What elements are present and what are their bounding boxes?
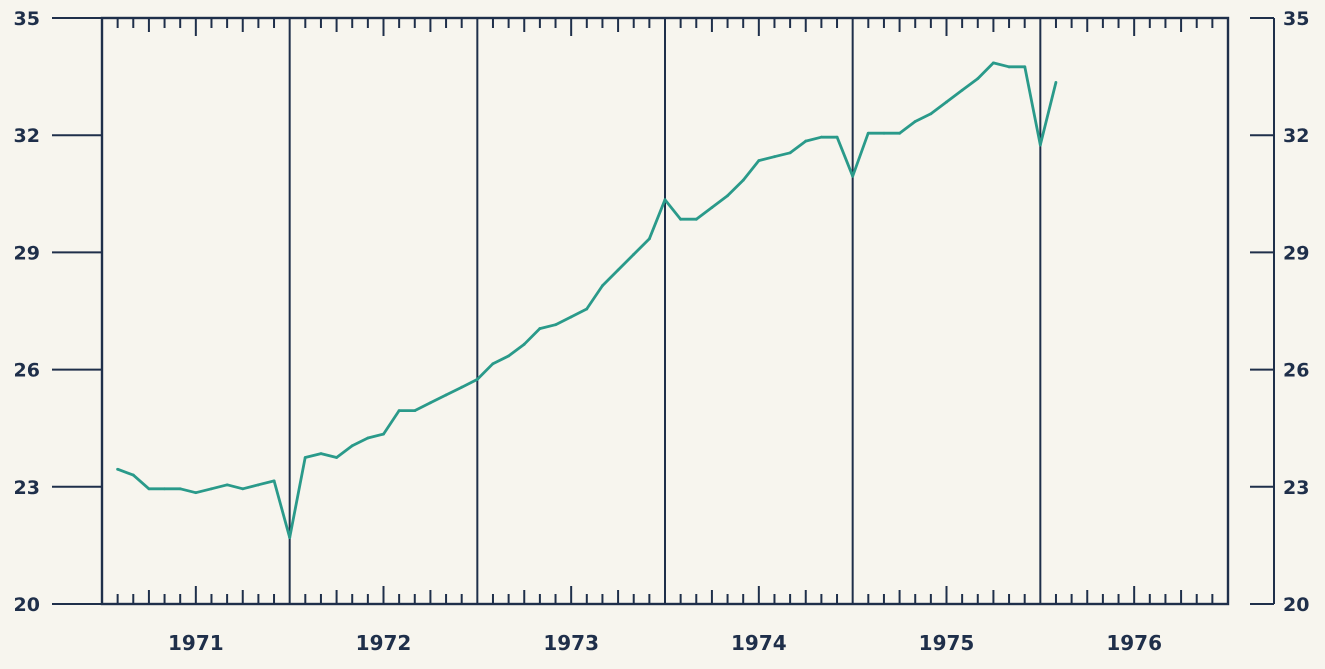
data-point bbox=[726, 194, 729, 198]
data-point bbox=[648, 237, 651, 241]
data-point bbox=[444, 393, 448, 397]
data-point bbox=[507, 354, 511, 358]
data-point bbox=[413, 409, 417, 413]
data-point bbox=[851, 174, 855, 178]
data-point bbox=[960, 88, 964, 92]
data-point bbox=[866, 131, 870, 135]
data-point bbox=[616, 268, 620, 272]
data-point bbox=[475, 377, 479, 381]
data-point bbox=[1038, 143, 1042, 147]
y-tick-label-left: 29 bbox=[14, 242, 40, 264]
data-point bbox=[694, 217, 698, 221]
data-point bbox=[741, 178, 745, 182]
data-point bbox=[303, 456, 307, 459]
data-point bbox=[1023, 65, 1027, 69]
y-tick-label-left: 23 bbox=[14, 477, 40, 499]
y-tick-label-right: 35 bbox=[1283, 8, 1309, 30]
data-point bbox=[976, 77, 980, 80]
data-point bbox=[491, 362, 495, 366]
x-tick-label: 1974 bbox=[731, 631, 787, 655]
data-point bbox=[350, 444, 354, 448]
data-point bbox=[429, 401, 432, 405]
data-point bbox=[1054, 81, 1058, 84]
x-tick-label: 1976 bbox=[1106, 631, 1162, 655]
data-point bbox=[819, 135, 823, 139]
series-line bbox=[117, 61, 1058, 539]
y-tick-label-right: 32 bbox=[1283, 125, 1309, 147]
data-point bbox=[804, 139, 808, 143]
data-point bbox=[256, 483, 260, 487]
data-point bbox=[116, 467, 119, 471]
series-group bbox=[116, 61, 1058, 539]
data-point bbox=[554, 323, 557, 327]
data-point bbox=[710, 206, 714, 209]
data-point bbox=[929, 112, 933, 116]
year-divider-group bbox=[288, 18, 1042, 604]
data-point bbox=[1007, 65, 1011, 69]
data-point bbox=[882, 131, 886, 135]
data-point bbox=[585, 307, 589, 311]
data-point bbox=[601, 284, 604, 288]
data-point bbox=[538, 327, 542, 330]
data-point bbox=[679, 217, 682, 221]
y-tick-label-right: 29 bbox=[1283, 242, 1309, 264]
data-point bbox=[898, 131, 901, 135]
data-point bbox=[788, 151, 792, 155]
minor-tick-group bbox=[52, 17, 1275, 605]
x-tick-label-group: 1971 1972 1973 1974 1975 1976 bbox=[168, 631, 1162, 655]
data-point bbox=[522, 342, 526, 346]
data-point bbox=[241, 487, 245, 491]
data-point bbox=[397, 409, 401, 413]
data-point bbox=[945, 100, 948, 104]
data-point bbox=[992, 61, 995, 65]
data-point bbox=[225, 483, 229, 487]
data-point bbox=[178, 487, 182, 491]
data-point bbox=[210, 487, 213, 491]
y-tick-label-right: 20 bbox=[1283, 594, 1309, 616]
data-point bbox=[757, 159, 761, 162]
data-point bbox=[272, 479, 276, 483]
y-tick-label-left: 20 bbox=[14, 594, 40, 616]
x-tick-label: 1972 bbox=[356, 631, 412, 655]
data-point bbox=[319, 452, 323, 455]
data-point bbox=[131, 473, 135, 477]
y-tick-label-right: 26 bbox=[1283, 360, 1309, 382]
data-point bbox=[913, 120, 917, 123]
x-tick-label: 1973 bbox=[543, 631, 599, 655]
data-point bbox=[147, 487, 151, 491]
x-tick-label: 1975 bbox=[919, 631, 975, 655]
data-point bbox=[460, 385, 464, 389]
y-tick-label-left: 26 bbox=[14, 360, 40, 382]
data-point bbox=[163, 487, 166, 491]
data-point bbox=[366, 436, 370, 440]
data-point bbox=[335, 456, 338, 459]
data-point bbox=[835, 135, 839, 139]
data-point bbox=[382, 432, 385, 436]
data-point bbox=[663, 198, 667, 202]
data-point bbox=[632, 252, 636, 256]
data-point bbox=[194, 491, 198, 495]
data-point bbox=[288, 536, 292, 539]
x-tick-label: 1971 bbox=[168, 631, 224, 655]
y-tick-label-group: 20 20 23 23 26 26 29 29 32 32 35 35 bbox=[14, 8, 1310, 616]
data-point bbox=[773, 155, 776, 159]
y-tick-label-left: 32 bbox=[14, 125, 40, 147]
y-tick-label-left: 35 bbox=[14, 8, 40, 30]
data-point bbox=[569, 315, 573, 319]
y-tick-label-right: 23 bbox=[1283, 477, 1309, 499]
